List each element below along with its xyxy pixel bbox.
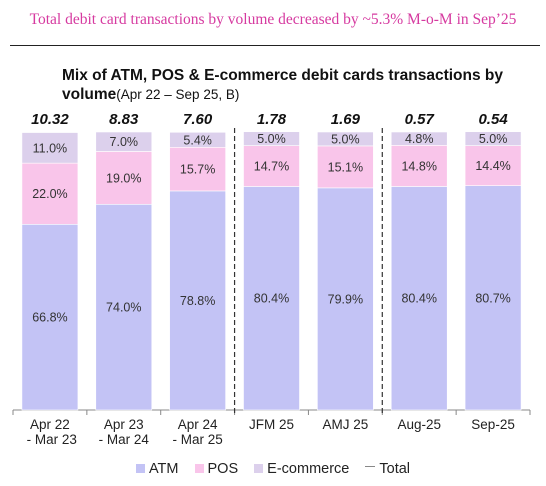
legend-label-ecommerce: E-commerce [267, 461, 350, 477]
bar-segment-pos [95, 151, 153, 205]
bar-segment-atm [21, 223, 79, 411]
data-label-ecommerce: 5.0% [257, 132, 286, 146]
data-label-atm: 78.8% [180, 294, 215, 308]
bar-segment-atm [390, 186, 448, 411]
data-label-atm: 74.0% [106, 301, 141, 315]
legend-swatch-atm [135, 463, 145, 473]
data-label-pos: 14.7% [254, 160, 289, 174]
legend-swatch-pos [194, 463, 204, 473]
legend-label-atm: ATM [148, 461, 179, 477]
data-label-ecommerce: 5.0% [331, 132, 360, 146]
total-label: 8.83 [109, 111, 139, 128]
data-label-ecommerce: 7.0% [110, 135, 139, 149]
total-label: 7.60 [183, 111, 213, 128]
chart-title-main: Mix of ATM, POS & E-commerce debit cards… [62, 67, 503, 103]
bar-segment-pos [243, 145, 300, 187]
legend-item-ecommerce: E-commerce [254, 461, 349, 477]
data-label-atm: 66.8% [32, 311, 67, 325]
data-label-ecommerce: 11.0% [33, 141, 68, 155]
x-tick-label: Aug-25 [397, 417, 441, 432]
x-tick-label: - Mar 25 [173, 432, 223, 447]
bar-segment-ecommerce [243, 131, 300, 146]
slide-headline: Total debit card transactions by volume … [29, 11, 517, 28]
bar-segment-ecommerce [95, 131, 153, 152]
legend-swatch-total [365, 465, 376, 467]
legend-item-atm: ATM [135, 461, 179, 477]
total-label: 0.54 [478, 111, 508, 128]
x-tick-label: AMJ 25 [322, 417, 368, 432]
bar-segment-atm [169, 190, 226, 411]
x-tick-label: Apr 22 [30, 417, 70, 432]
chart-title: Mix of ATM, POS & E-commerce debit cards… [62, 66, 532, 104]
legend-item-total: Total [365, 461, 410, 477]
chart-subtitle: (Apr 22 – Sep 25, B) [116, 87, 240, 102]
x-tick-label: Apr 23 [104, 417, 144, 432]
x-tick-label: - Mar 24 [99, 432, 150, 447]
bar-segment-pos [464, 145, 522, 186]
bar-segment-pos [390, 145, 448, 187]
total-label: 1.78 [257, 111, 287, 128]
bar-segment-pos [21, 162, 79, 225]
data-label-ecommerce: 4.8% [405, 132, 434, 146]
legend-label-total: Total [379, 461, 411, 477]
data-label-atm: 80.4% [254, 292, 289, 306]
bar-segment-atm [317, 187, 374, 411]
data-label-pos: 15.7% [180, 163, 215, 177]
bar-segment-ecommerce [317, 131, 374, 147]
legend-item-pos: POS [194, 461, 239, 477]
total-label: 10.32 [31, 111, 69, 128]
bar-segment-pos [169, 146, 226, 192]
data-label-ecommerce: 5.0% [479, 132, 508, 146]
legend-label-pos: POS [207, 461, 239, 477]
bar-segment-atm [464, 185, 522, 411]
bar-segment-ecommerce [21, 132, 79, 164]
x-tick-label: JFM 25 [249, 417, 294, 432]
bar-segment-ecommerce [169, 131, 226, 148]
data-label-atm: 80.4% [401, 292, 436, 306]
x-tick-label: Apr 24 [178, 417, 218, 432]
bar-segment-ecommerce [390, 131, 448, 146]
data-label-pos: 14.8% [401, 159, 436, 173]
x-tick-label: - Mar 23 [23, 432, 77, 447]
data-label-atm: 80.7% [475, 291, 510, 305]
legend-swatch-ecommerce [254, 463, 264, 473]
total-label: 0.57 [405, 111, 435, 128]
data-label-pos: 15.1% [328, 160, 363, 174]
total-label: 1.69 [331, 111, 361, 128]
data-label-pos: 19.0% [106, 171, 141, 185]
data-label-pos: 22.0% [32, 187, 67, 201]
bar-segment-ecommerce [464, 131, 522, 146]
data-label-atm: 79.9% [328, 292, 363, 306]
data-label-ecommerce: 5.4% [183, 133, 212, 147]
bar-segment-pos [317, 145, 374, 189]
headline-divider [10, 45, 540, 46]
data-label-pos: 14.4% [475, 159, 510, 173]
bar-segment-atm [243, 186, 300, 411]
x-tick-label: Sep-25 [471, 417, 515, 432]
bar-segment-atm [95, 203, 153, 411]
chart-legend: ATM POS E-commerce Total [0, 461, 546, 477]
